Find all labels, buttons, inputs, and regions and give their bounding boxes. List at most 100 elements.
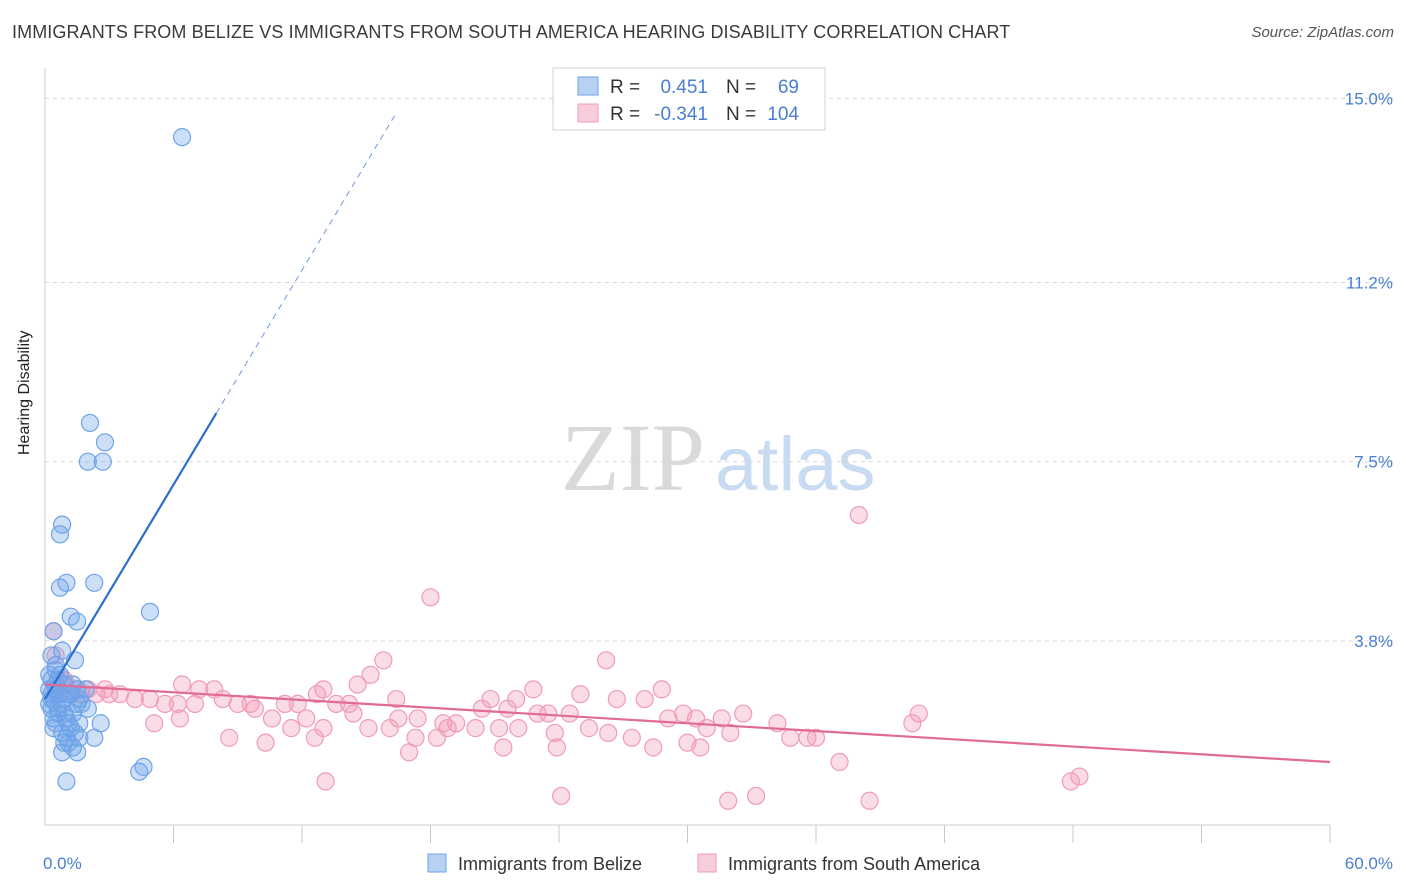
source-label: Source: ZipAtlas.com xyxy=(1251,24,1394,41)
belize-point xyxy=(50,525,70,544)
south-america-point xyxy=(380,719,399,738)
south-america-point xyxy=(213,689,232,709)
bottom-legend-swatch-south-america xyxy=(697,853,717,873)
south-america-point xyxy=(599,723,618,743)
belize-point xyxy=(59,714,78,733)
south-america-point xyxy=(145,714,164,733)
south-america-point xyxy=(185,694,205,713)
x-tick-label-min: 0.0% xyxy=(43,854,82,873)
legend-n-value: 104 xyxy=(767,104,799,125)
south-america-point xyxy=(245,699,264,718)
belize-point xyxy=(44,622,63,641)
legend-n-label: N = xyxy=(726,77,756,98)
belize-point xyxy=(50,578,70,597)
south-america-point xyxy=(489,719,509,738)
belize-point xyxy=(130,762,149,781)
south-america-point xyxy=(524,680,543,699)
south-america-point xyxy=(806,728,826,747)
south-america-point xyxy=(635,689,654,709)
belize-point xyxy=(70,689,89,709)
south-america-point xyxy=(421,588,440,607)
bottom-legend-label-south-america: Immigrants from South America xyxy=(728,854,981,874)
legend-swatch-belize xyxy=(577,76,599,96)
south-america-point xyxy=(87,685,106,704)
bottom-legend-label-belize: Immigrants from Belize xyxy=(458,854,642,874)
south-america-point xyxy=(545,723,564,743)
south-america-point xyxy=(1061,772,1080,791)
south-america-point xyxy=(172,675,192,694)
chart-title: IMMIGRANTS FROM BELIZE VS IMMIGRANTS FRO… xyxy=(12,22,1011,42)
south-america-point xyxy=(447,714,466,733)
x-tick-label-max: 60.0% xyxy=(1345,854,1393,873)
south-america-point xyxy=(678,733,697,752)
south-america-point xyxy=(256,733,275,752)
belize-point xyxy=(40,665,59,684)
south-america-point xyxy=(170,709,190,728)
south-america-trendline xyxy=(44,683,1331,764)
belize-point xyxy=(85,573,104,592)
south-america-point xyxy=(220,728,239,747)
watermark-zip: ZIP xyxy=(561,404,705,511)
south-america-point xyxy=(327,694,346,713)
belize-trendline xyxy=(44,412,218,700)
south-america-point xyxy=(297,709,316,728)
belize-point xyxy=(95,433,115,452)
south-america-point xyxy=(155,694,175,713)
south-america-point xyxy=(552,786,571,806)
south-america-point xyxy=(571,685,590,704)
legend-r-value: -0.341 xyxy=(654,104,708,125)
south-america-point xyxy=(659,709,678,728)
y-tick-label: 3.8% xyxy=(1354,632,1393,651)
legend-n-value: 69 xyxy=(778,77,799,98)
belize-point xyxy=(70,714,89,733)
belize-point xyxy=(46,714,65,733)
watermark-atlas: atlas xyxy=(715,422,876,507)
belize-trendline-extension xyxy=(215,112,397,414)
south-america-point xyxy=(344,704,363,723)
south-america-point xyxy=(466,719,485,738)
belize-point xyxy=(172,128,192,147)
south-america-point xyxy=(314,719,333,738)
belize-point xyxy=(140,602,160,621)
south-america-point xyxy=(100,685,119,704)
south-america-point xyxy=(316,772,335,791)
south-america-point xyxy=(697,719,716,738)
south-america-point xyxy=(597,651,616,670)
south-america-point xyxy=(262,709,282,728)
south-america-point xyxy=(408,709,427,728)
belize-point xyxy=(80,413,100,433)
legend-n-label: N = xyxy=(726,104,756,125)
south-america-point xyxy=(622,728,641,747)
bottom-legend-swatch-belize xyxy=(427,853,447,873)
south-america-point xyxy=(374,651,393,670)
south-america-point xyxy=(734,704,753,723)
south-america-point xyxy=(652,680,671,699)
south-america-point xyxy=(387,689,406,709)
south-america-point xyxy=(712,709,731,728)
south-america-point xyxy=(361,665,380,684)
belize-point xyxy=(55,733,74,752)
belize-point xyxy=(78,452,97,471)
south-america-point xyxy=(399,743,419,762)
legend-r-label: R = xyxy=(610,77,640,98)
south-america-point xyxy=(579,719,599,738)
belize-point xyxy=(68,743,87,762)
belize-point xyxy=(57,772,76,791)
belize-point xyxy=(85,728,104,747)
y-tick-label: 7.5% xyxy=(1354,453,1393,472)
belize-point xyxy=(42,646,61,665)
south-america-point xyxy=(348,675,367,694)
y-tick-label: 11.2% xyxy=(1346,273,1393,292)
south-america-point xyxy=(359,719,378,738)
belize-point xyxy=(68,612,87,631)
south-america-point xyxy=(849,505,868,525)
south-america-point xyxy=(644,738,663,757)
south-america-point xyxy=(830,752,849,772)
south-america-point xyxy=(860,791,879,810)
south-america-point xyxy=(746,786,766,806)
south-america-point xyxy=(282,719,301,738)
legend-swatch-south-america xyxy=(577,103,599,123)
south-america-point xyxy=(719,791,738,810)
y-tick-label: 15.0% xyxy=(1345,89,1393,108)
